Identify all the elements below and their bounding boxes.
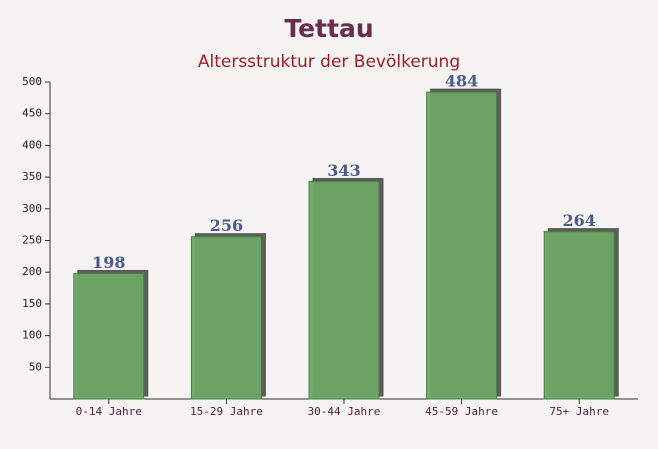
y-tick-label: 150	[22, 297, 42, 310]
x-tick-label: 75+ Jahre	[549, 405, 609, 418]
value-label: 198	[92, 253, 125, 272]
x-tick-label: 15-29 Jahre	[190, 405, 263, 418]
y-tick-label: 250	[22, 234, 42, 247]
chart-title: Tettau	[284, 14, 373, 43]
y-tick-label: 450	[22, 107, 42, 120]
value-label: 484	[445, 72, 478, 91]
y-tick-label: 400	[22, 138, 42, 151]
x-tick-label: 30-44 Jahre	[308, 405, 381, 418]
bar	[73, 272, 145, 400]
y-tick-label: 500	[22, 75, 42, 88]
value-label: 256	[210, 216, 243, 235]
y-tick-label: 300	[22, 202, 42, 215]
y-tick-label: 200	[22, 265, 42, 278]
x-tick-label: 45-59 Jahre	[425, 405, 498, 418]
bar	[426, 91, 498, 400]
y-tick-label: 100	[22, 329, 42, 342]
bar	[308, 181, 380, 400]
bar	[543, 231, 615, 400]
value-label: 264	[562, 211, 595, 230]
chart-subtitle: Altersstruktur der Bevölkerung	[198, 52, 460, 72]
y-tick-label: 350	[22, 170, 42, 183]
x-tick-label: 0-14 Jahre	[76, 405, 142, 418]
y-tick-label: 50	[29, 360, 42, 373]
value-label: 343	[327, 161, 360, 180]
bar	[190, 236, 262, 400]
